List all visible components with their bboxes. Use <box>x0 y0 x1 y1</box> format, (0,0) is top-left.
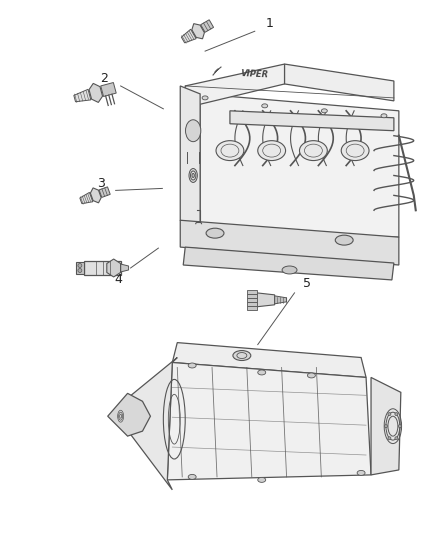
Ellipse shape <box>78 263 82 268</box>
Polygon shape <box>107 259 120 277</box>
Ellipse shape <box>192 129 194 132</box>
Ellipse shape <box>191 127 196 135</box>
Polygon shape <box>247 294 257 298</box>
Ellipse shape <box>188 474 196 479</box>
Ellipse shape <box>216 141 244 160</box>
Text: VIPER: VIPER <box>240 69 269 79</box>
Polygon shape <box>101 83 116 96</box>
Text: 1: 1 <box>266 17 274 30</box>
Polygon shape <box>371 377 401 475</box>
Ellipse shape <box>357 471 365 475</box>
Polygon shape <box>247 298 257 302</box>
Polygon shape <box>74 90 91 102</box>
Text: 2: 2 <box>100 72 108 85</box>
Text: 5: 5 <box>304 277 311 290</box>
Polygon shape <box>167 362 371 480</box>
Ellipse shape <box>258 478 266 482</box>
Ellipse shape <box>78 269 82 272</box>
Ellipse shape <box>388 413 391 416</box>
Ellipse shape <box>385 425 388 427</box>
Ellipse shape <box>187 123 199 139</box>
Ellipse shape <box>321 109 327 113</box>
Polygon shape <box>89 83 102 102</box>
Polygon shape <box>172 343 366 377</box>
Text: 3: 3 <box>97 177 105 190</box>
Polygon shape <box>257 293 275 307</box>
Text: 4: 4 <box>115 273 123 286</box>
Polygon shape <box>185 64 285 108</box>
Ellipse shape <box>186 120 201 142</box>
Ellipse shape <box>341 141 369 160</box>
Ellipse shape <box>398 425 401 427</box>
Polygon shape <box>108 393 150 436</box>
Ellipse shape <box>282 266 297 274</box>
Polygon shape <box>247 302 257 306</box>
Ellipse shape <box>202 96 208 100</box>
Ellipse shape <box>189 168 198 182</box>
Ellipse shape <box>335 235 353 245</box>
Polygon shape <box>80 192 93 204</box>
Polygon shape <box>180 86 200 230</box>
Polygon shape <box>99 187 110 197</box>
Polygon shape <box>285 64 394 101</box>
Polygon shape <box>76 262 84 274</box>
Polygon shape <box>247 306 257 310</box>
Polygon shape <box>180 220 399 265</box>
Ellipse shape <box>395 437 398 440</box>
Ellipse shape <box>188 363 196 368</box>
Polygon shape <box>90 188 101 203</box>
Ellipse shape <box>258 141 286 160</box>
Ellipse shape <box>307 373 315 378</box>
Polygon shape <box>192 23 205 39</box>
Polygon shape <box>181 29 196 43</box>
Polygon shape <box>120 264 129 272</box>
Ellipse shape <box>206 228 224 238</box>
Ellipse shape <box>388 437 391 440</box>
Polygon shape <box>247 290 257 294</box>
Ellipse shape <box>233 351 251 360</box>
Polygon shape <box>201 20 214 33</box>
Ellipse shape <box>381 114 387 118</box>
Ellipse shape <box>191 171 196 180</box>
Ellipse shape <box>300 141 327 160</box>
Ellipse shape <box>262 104 268 108</box>
Polygon shape <box>183 247 394 280</box>
Polygon shape <box>200 94 399 237</box>
Polygon shape <box>84 261 120 275</box>
Polygon shape <box>118 358 177 490</box>
Polygon shape <box>275 296 286 304</box>
Ellipse shape <box>395 413 398 416</box>
Ellipse shape <box>258 370 266 375</box>
Ellipse shape <box>192 173 194 177</box>
Polygon shape <box>230 111 394 131</box>
